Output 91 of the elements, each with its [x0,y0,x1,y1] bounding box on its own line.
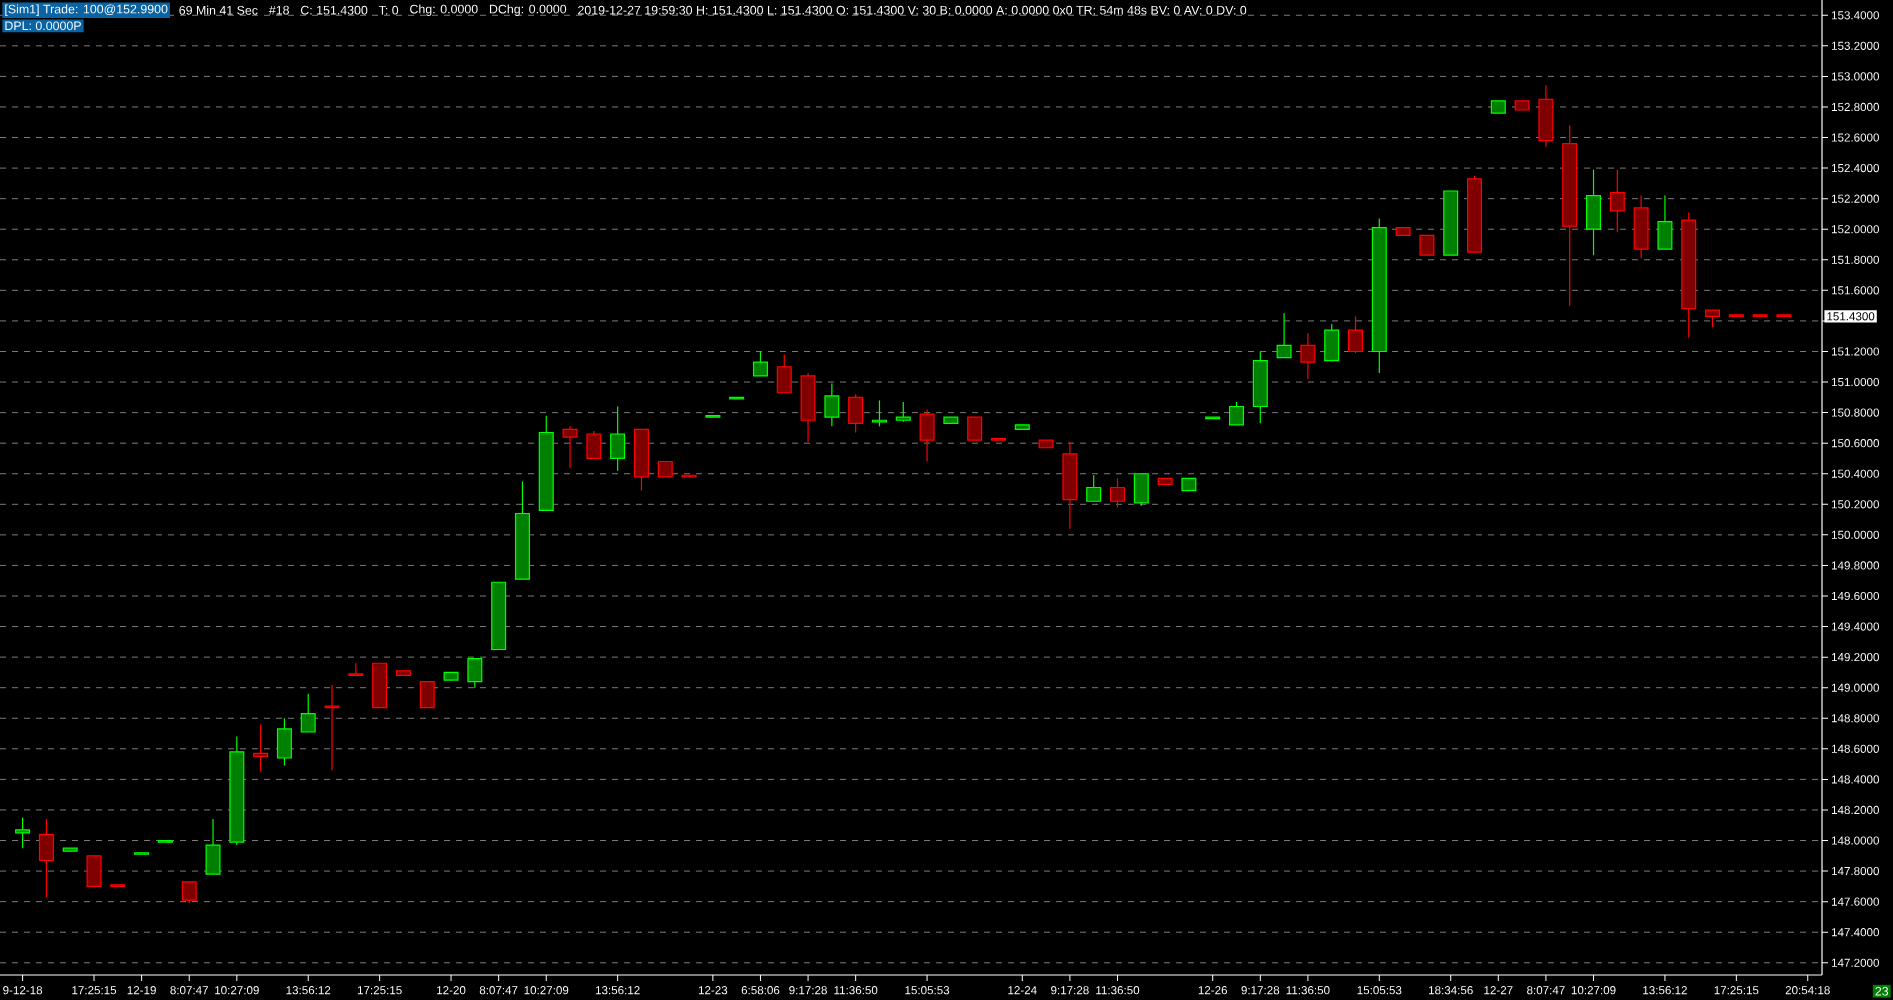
x-tick-label: 20:54:18 [1785,986,1830,995]
candlestick [1300,332,1316,380]
candlestick [1276,312,1292,359]
x-tick-label: 13:56:12 [595,986,640,995]
annotation: C: 151.4300 [300,5,368,15]
x-tick-label: 17:25:15 [1714,986,1759,995]
x-tick-label: 8:07:47 [479,986,518,995]
y-tick-label: 149.0000 [1831,683,1879,692]
candlestick [895,401,911,423]
y-tick-label: 147.2000 [1831,958,1879,967]
y-tick-label: 153.4000 [1831,11,1879,20]
annotation: T: 0 [378,5,399,15]
y-tick-label: 147.6000 [1831,897,1879,906]
annotation: DChg: 0.0000 [489,4,567,16]
text: 151.4300 [1827,312,1875,321]
y-tick-label: 148.0000 [1831,836,1879,845]
x-tick-label: 12-26 [1198,986,1228,995]
text: DPL: 0.0000P [5,21,81,31]
x-tick-label: 12-24 [1008,986,1037,995]
y-tick-label: 151.8000 [1831,255,1879,264]
x-tick-label: 9:17:28 [1241,986,1280,995]
y-tick-label: 152.2000 [1831,194,1879,203]
x-tick-label: 15:05:53 [1357,986,1402,995]
y-tick-label: 150.6000 [1831,439,1879,448]
x-tick-label: 17:25:15 [357,986,402,995]
x-tick-label: 13:56:12 [1643,986,1687,995]
y-tick-label: 150.0000 [1831,530,1879,539]
y-tick-label: 151.0000 [1831,377,1879,387]
x-tick-label: 6:58:06 [741,986,780,995]
candlestick [181,881,197,904]
y-tick-label: 152.6000 [1831,133,1879,142]
candlestick [1348,315,1364,354]
y-tick-label: 153.2000 [1831,41,1879,50]
candlestick [467,658,483,689]
candlestick [1419,234,1435,256]
y-tick-label: 149.6000 [1831,591,1879,601]
y-tick-label: 152.0000 [1831,225,1879,234]
y-tick-label: 150.2000 [1831,500,1879,509]
y-tick-label: 148.2000 [1831,805,1879,815]
candlestick [1086,474,1102,502]
y-tick-label: 148.4000 [1831,775,1879,784]
annotation: 2019-12-27 19:59:30 H: 151.4300 L: 151.4300 O: 151.4300 V: 30 B: 0.0000 A: 0.0000 0x0 TR: 54m 48s BV: 0 AV: 0 DV: 0 [578,5,1247,15]
x-tick-label: 12-19 [127,986,156,995]
x-tick-label: 11:36:50 [1096,986,1140,995]
candlestick [562,425,578,469]
y-tick-label: 148.6000 [1831,744,1879,753]
candlestick [253,723,269,773]
chart-title: [Sim1] Trade: 100@152.9900 [5,4,168,16]
x-tick-label: 15:05:53 [905,986,950,995]
candlestick [1109,477,1125,508]
candlestick [300,693,316,733]
y-tick-label: 151.6000 [1831,286,1879,295]
x-tick-label: 12-27 [1484,986,1513,995]
y-tick-label: 148.8000 [1831,714,1879,723]
y-tick-label: 147.8000 [1831,866,1879,876]
candlestick [1228,401,1244,426]
x-tick-label: 9:17:28 [1051,986,1089,995]
x-tick-label: 8:07:47 [170,986,208,995]
x-tick-label: 11:36:50 [1286,986,1330,995]
x-tick-label: 12-20 [437,986,466,995]
candlestick [1609,169,1625,233]
x-tick-label: 10:27:09 [1571,986,1616,995]
x-tick-label: 11:36:50 [834,986,878,995]
y-tick-label: 153.0000 [1831,72,1879,81]
y-tick-label: 150.8000 [1831,408,1879,417]
x-tick-label: 10:27:09 [215,986,259,995]
x-tick-label: 13:56:12 [286,986,331,995]
y-tick-label: 151.2000 [1831,347,1879,356]
x-tick-label: 9:17:28 [789,986,827,995]
annotation: 69 Min 41 Sec [179,5,258,15]
y-tick-label: 150.4000 [1831,469,1879,478]
x-tick-label: 9-12-18 [3,986,43,995]
y-tick-label: 149.8000 [1831,561,1879,570]
candlestick [824,382,840,427]
x-tick-label: 17:25:15 [72,986,117,995]
candlestick [15,817,31,849]
y-tick-label: 149.2000 [1831,653,1879,662]
y-tick-label: 147.4000 [1831,928,1879,937]
x-tick-label: 12-23 [698,986,728,995]
x-tick-label: 8:07:47 [1527,986,1565,995]
y-tick-label: 149.4000 [1831,622,1879,631]
candlestick [752,350,768,377]
annotation: Chg: 0.0000 [410,4,478,16]
candlestick [967,416,983,441]
y-tick-label: 152.8000 [1831,102,1879,112]
x-tick-label: 18:34:56 [1429,986,1473,995]
annotation: #18 [268,5,289,15]
candlestick [324,684,340,771]
y-tick-label: 152.4000 [1831,164,1879,173]
text: 23 [1875,986,1889,996]
x-tick-label: 10:27:09 [524,986,569,995]
